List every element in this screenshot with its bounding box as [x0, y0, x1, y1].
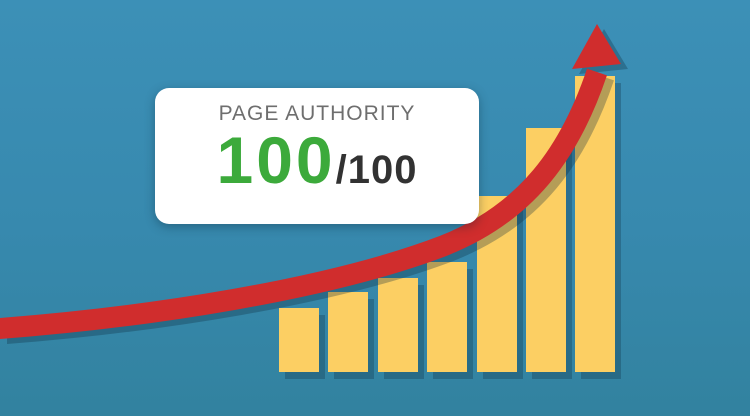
bar-1: [279, 308, 319, 372]
score-value: 100: [216, 123, 336, 197]
growth-arrow-head-icon: [572, 24, 621, 69]
bar-2: [328, 292, 369, 372]
page-authority-card: PAGE AUTHORITY 100/100: [155, 88, 479, 224]
card-title: PAGE AUTHORITY: [218, 102, 416, 125]
score-max: /100: [335, 148, 418, 192]
score: 100/100: [155, 123, 479, 197]
growth-arrow-shaft: [0, 68, 607, 340]
bar-3: [377, 278, 418, 372]
bar-4: [427, 262, 468, 372]
